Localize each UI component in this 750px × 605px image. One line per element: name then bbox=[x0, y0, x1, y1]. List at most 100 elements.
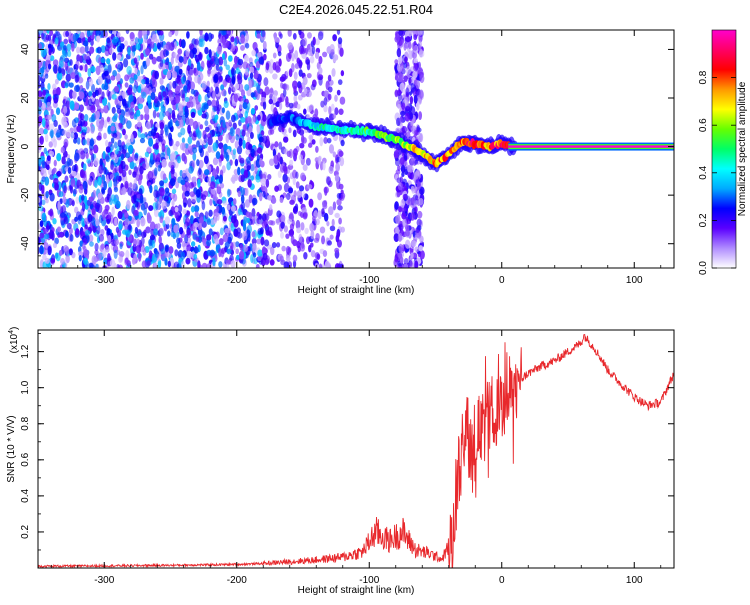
spectrogram-noise-speckle bbox=[51, 83, 57, 91]
spectrogram-noise-speckle bbox=[232, 85, 238, 92]
spectrogram-noise-speckle bbox=[91, 207, 96, 216]
spectrogram-noise-speckle bbox=[106, 58, 111, 65]
spectrogram-noise-speckle bbox=[300, 172, 306, 181]
spectrogram-noise-speckle bbox=[397, 66, 402, 73]
spectrogram-noise-speckle bbox=[173, 52, 177, 58]
spectrogram-noise-speckle bbox=[48, 150, 55, 157]
spectrogram-noise-speckle bbox=[115, 125, 120, 132]
spectrogram-noise-speckle bbox=[67, 50, 72, 58]
spectrogram-noise-speckle bbox=[101, 188, 106, 195]
spectrogram-noise-speckle bbox=[60, 41, 65, 48]
spectrogram-noise-speckle bbox=[60, 257, 65, 265]
spectrogram-noise-speckle bbox=[418, 33, 423, 43]
spectrogram-noise-speckle bbox=[56, 170, 62, 177]
spectrogram-noise-speckle bbox=[66, 100, 71, 109]
spectrogram-noise-speckle bbox=[106, 89, 110, 97]
spectrogram-noise-speckle bbox=[401, 125, 408, 134]
spectrogram-noise-speckle bbox=[237, 190, 242, 198]
spectrogram-noise-speckle bbox=[81, 202, 86, 212]
spectrogram-noise-speckle bbox=[237, 58, 244, 66]
spectrogram-noise-speckle bbox=[38, 182, 43, 191]
spectrogram-noise-speckle bbox=[280, 231, 285, 239]
spectrogram-noise-speckle bbox=[208, 49, 212, 58]
spectrogram-noise-speckle bbox=[39, 232, 45, 239]
spectrogram-noise-speckle bbox=[106, 40, 111, 49]
spectrogram-noise-speckle bbox=[145, 106, 150, 116]
spectrogram-noise-speckle bbox=[398, 72, 404, 82]
spectrogram-noise-speckle bbox=[171, 113, 176, 120]
spectrogram-noise-speckle bbox=[63, 45, 67, 51]
spectrogram-y-tick-label: -20 bbox=[20, 187, 31, 202]
spectrogram-noise-speckle bbox=[83, 237, 88, 245]
spectrogram-noise-speckle bbox=[334, 212, 340, 219]
spectrogram-noise-speckle bbox=[191, 176, 197, 183]
spectrogram-noise-speckle bbox=[56, 71, 63, 81]
spectrogram-noise-speckle bbox=[144, 151, 150, 158]
spectrogram-noise-speckle bbox=[319, 137, 324, 147]
spectrogram-noise-speckle bbox=[169, 178, 176, 187]
spectrogram-noise-speckle bbox=[47, 82, 51, 91]
spectrogram-noise-speckle bbox=[95, 263, 99, 268]
spectrogram-noise-speckle bbox=[419, 48, 423, 58]
spectrogram-noise-speckle bbox=[50, 258, 56, 264]
spectrogram-noise-speckle bbox=[97, 131, 102, 140]
spectrogram-noise-speckle bbox=[418, 245, 424, 252]
spectrogram-noise-speckle bbox=[288, 51, 292, 59]
spectrogram-x-tick-label: -100 bbox=[359, 275, 379, 286]
spectrogram-noise-speckle bbox=[244, 110, 249, 119]
spectrogram-noise-speckle bbox=[192, 147, 198, 154]
spectrogram-noise-speckle bbox=[178, 56, 184, 63]
spectrogram-noise-speckle bbox=[245, 156, 252, 164]
spectrogram-noise-speckle bbox=[207, 68, 212, 75]
spectrogram-noise-speckle bbox=[137, 30, 143, 40]
spectrogram-noise-speckle bbox=[171, 151, 176, 160]
spectrogram-noise-speckle bbox=[40, 32, 45, 40]
spectrogram-noise-speckle bbox=[135, 43, 141, 51]
spectrogram-noise-speckle bbox=[216, 212, 220, 221]
spectrogram-noise-speckle bbox=[156, 100, 161, 108]
spectrogram-noise-speckle bbox=[141, 91, 147, 99]
spectrogram-noise-speckle bbox=[87, 36, 92, 43]
spectrogram-noise-speckle bbox=[172, 80, 177, 89]
spectrogram-noise-speckle bbox=[225, 64, 231, 71]
spectrogram-noise-speckle bbox=[190, 241, 196, 247]
spectrogram-noise-speckle bbox=[82, 40, 89, 47]
spectrogram-noise-speckle bbox=[403, 263, 409, 268]
spectrogram-noise-speckle bbox=[123, 58, 129, 68]
spectrogram-noise-speckle bbox=[194, 211, 199, 218]
spectrogram-noise-speckle bbox=[136, 121, 142, 128]
spectrogram-noise-speckle bbox=[298, 233, 303, 243]
spectrogram-noise-speckle bbox=[311, 45, 316, 55]
colorbar-tick-label: 0.4 bbox=[698, 165, 709, 179]
spectrogram-noise-speckle bbox=[320, 100, 325, 108]
spectrogram-noise-speckle bbox=[83, 113, 89, 122]
spectrogram-noise-speckle bbox=[275, 65, 280, 72]
spectrogram-noise-speckle bbox=[398, 243, 403, 253]
spectrogram-noise-speckle bbox=[319, 226, 326, 234]
spectrogram-noise-speckle bbox=[204, 120, 209, 127]
spectrogram-noise-speckle bbox=[107, 63, 112, 73]
spectrogram-noise-speckle bbox=[153, 228, 159, 236]
spectrogram-noise-speckle bbox=[165, 110, 170, 117]
spectrogram-noise-speckle bbox=[47, 245, 52, 256]
spectrogram-noise-speckle bbox=[336, 89, 341, 96]
spectrogram-noise-speckle bbox=[148, 137, 154, 147]
spectrogram-noise-speckle bbox=[415, 80, 420, 90]
spectrogram-noise-speckle bbox=[111, 106, 116, 114]
spectrogram-noise-speckle bbox=[178, 226, 184, 235]
spectrogram-noise-speckle bbox=[45, 190, 49, 199]
spectrogram-noise-speckle bbox=[95, 30, 100, 36]
spectrogram-noise-speckle bbox=[38, 205, 44, 212]
spectrogram-noise-speckle bbox=[78, 104, 84, 113]
spectrogram-noise-speckle bbox=[158, 133, 164, 143]
spectrogram-noise-speckle bbox=[146, 146, 152, 153]
spectrogram-noise-speckle bbox=[416, 180, 421, 189]
spectrogram-noise-speckle bbox=[204, 211, 209, 220]
spectrogram-noise-speckle bbox=[88, 90, 93, 97]
spectrogram-noise-speckle bbox=[401, 102, 406, 110]
spectrogram-noise-speckle bbox=[137, 102, 144, 110]
spectrogram-noise-speckle bbox=[293, 85, 297, 94]
spectrogram-noise-speckle bbox=[189, 101, 194, 108]
spectrogram-noise-speckle bbox=[182, 208, 187, 215]
